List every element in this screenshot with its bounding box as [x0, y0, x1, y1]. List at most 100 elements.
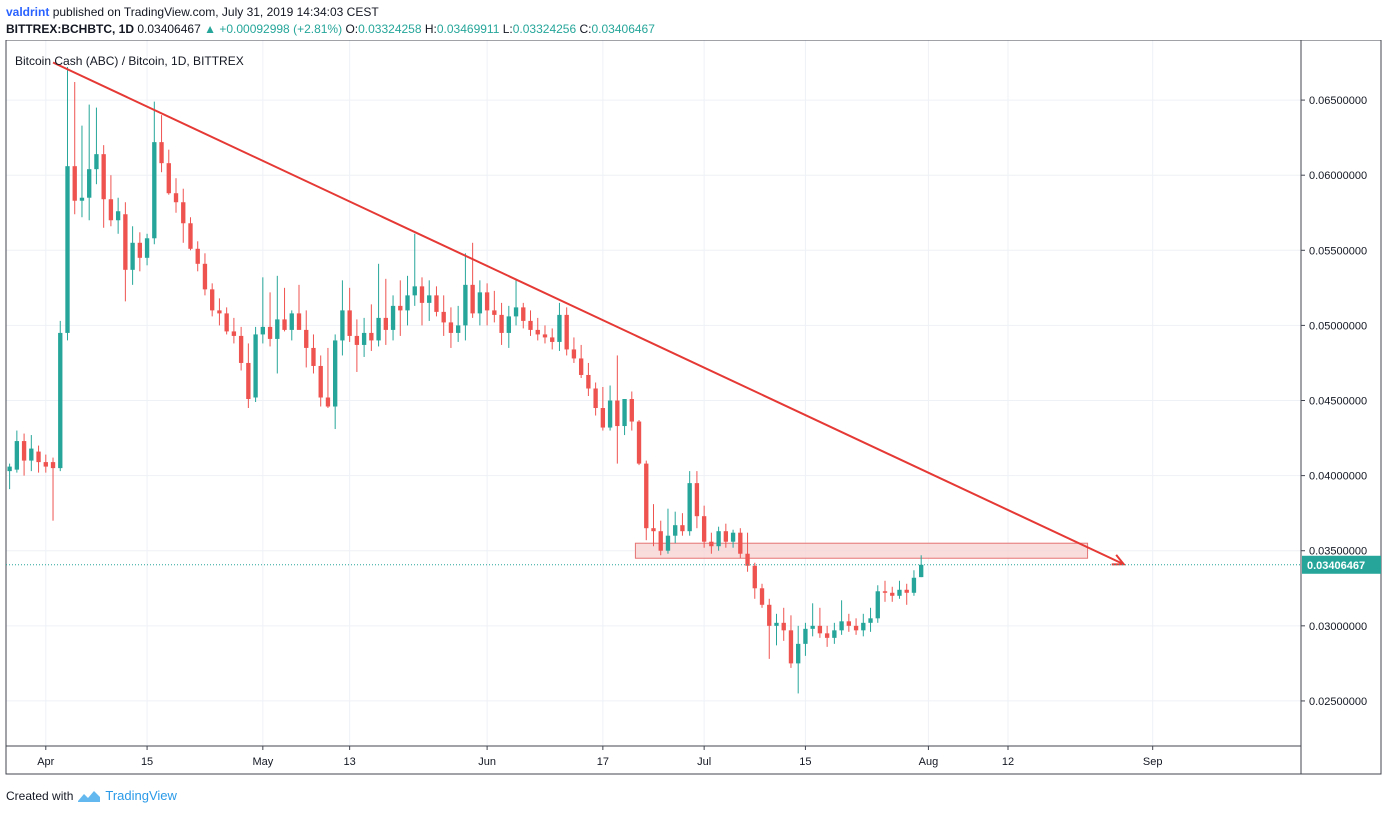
- candle: [398, 280, 403, 336]
- candle-body: [767, 604, 772, 626]
- candle-body: [282, 319, 287, 330]
- up-arrow-icon: ▲: [204, 22, 216, 36]
- candle: [448, 307, 454, 348]
- candle-body: [260, 326, 265, 335]
- candle: [774, 613, 779, 646]
- candle: [846, 613, 852, 632]
- candle-body: [296, 313, 302, 330]
- candle-body: [210, 289, 215, 311]
- candle: [477, 280, 483, 326]
- high-value: 0.03469911: [436, 22, 500, 36]
- open-value: 0.03324258: [358, 22, 422, 36]
- close-value: 0.03406467: [591, 22, 655, 36]
- candle: [730, 529, 736, 548]
- candle-body: [788, 630, 794, 664]
- candle: [810, 603, 815, 637]
- candle-body: [390, 305, 396, 330]
- candle-body: [687, 483, 692, 532]
- candle: [781, 607, 786, 641]
- candle-body: [29, 448, 34, 461]
- candle-body: [810, 625, 815, 629]
- candle: [7, 463, 12, 490]
- candlestick-chart[interactable]: 0.03406467 0.06500000 0.06000000 0.0550000…: [0, 40, 1387, 776]
- time-tick-label: Apr: [37, 756, 54, 768]
- candle: [253, 326, 258, 403]
- candle: [535, 317, 540, 341]
- candle-body: [347, 310, 352, 336]
- candle: [318, 355, 323, 407]
- candle: [123, 202, 128, 302]
- candle-body: [289, 313, 294, 330]
- tradingview-brand-link[interactable]: TradingView: [105, 788, 177, 803]
- candle: [882, 580, 888, 602]
- candle: [79, 125, 85, 218]
- candle-body: [593, 388, 598, 409]
- candle-body: [419, 286, 425, 303]
- candle-body: [665, 535, 671, 551]
- candle: [463, 253, 468, 341]
- candle-body: [890, 592, 895, 596]
- candle: [333, 334, 338, 430]
- footer: Created with TradingView: [6, 788, 177, 803]
- candle-body: [376, 317, 381, 341]
- candle-body: [796, 643, 801, 664]
- candle-body: [557, 314, 562, 342]
- candle: [50, 457, 56, 521]
- candle: [383, 278, 388, 345]
- candle-body: [716, 531, 721, 547]
- candle: [238, 326, 244, 371]
- candle-body: [513, 307, 519, 317]
- candle-body: [919, 564, 924, 578]
- candle-body: [340, 310, 345, 341]
- price-axis[interactable]: 0.06500000 0.06000000 0.05500000 0.05000000…: [1300, 40, 1367, 774]
- candle: [217, 298, 222, 326]
- candle: [260, 277, 265, 344]
- candle: [796, 625, 801, 694]
- time-axis[interactable]: Apr 15 May 13 Jun 17 Jul 15 Aug 12 Sep: [6, 745, 1301, 768]
- candle: [578, 344, 584, 378]
- candle-body: [673, 525, 678, 536]
- low-value: 0.03324256: [512, 22, 577, 36]
- candle-body: [484, 292, 490, 311]
- candle-body: [629, 399, 634, 422]
- candle: [304, 310, 309, 368]
- time-tick-label: May: [252, 756, 273, 768]
- candle: [361, 317, 367, 357]
- candle-body: [607, 400, 613, 428]
- candle-body: [434, 295, 439, 312]
- candle-body: [101, 154, 106, 200]
- candle-body: [253, 334, 258, 398]
- author-link[interactable]: valdrint: [6, 5, 50, 19]
- candle: [282, 287, 287, 332]
- candle: [709, 532, 714, 554]
- low-label: L:: [502, 22, 513, 36]
- candle-body: [651, 528, 656, 532]
- downtrend-line: [52, 61, 1125, 566]
- candle-body: [217, 310, 222, 314]
- candle-body: [622, 399, 627, 427]
- candle-body: [824, 633, 830, 638]
- candle-body: [224, 313, 229, 332]
- time-tick-label: 12: [1002, 756, 1014, 768]
- candle: [680, 513, 685, 536]
- candle-body: [506, 316, 511, 333]
- candle: [723, 523, 729, 548]
- candle-body: [738, 532, 743, 554]
- price-tick-label: 0.04500000: [1309, 396, 1367, 408]
- candle-body: [427, 295, 432, 303]
- support-zone-layer: [634, 542, 1089, 559]
- last-price-layer: 0.03406467: [6, 555, 1381, 574]
- candle: [716, 526, 721, 551]
- candle: [412, 233, 417, 306]
- candle-body: [499, 314, 504, 333]
- change-value: +0.00092998 (+2.81%): [219, 22, 343, 36]
- candle: [159, 115, 164, 173]
- candle-body: [58, 332, 63, 469]
- candle: [694, 471, 700, 529]
- candle: [752, 562, 757, 599]
- candle: [195, 241, 200, 272]
- candle-body: [578, 358, 584, 375]
- price-tick-label: 0.05000000: [1309, 320, 1367, 332]
- price-tick-label: 0.04000000: [1309, 471, 1367, 483]
- candle: [861, 613, 866, 637]
